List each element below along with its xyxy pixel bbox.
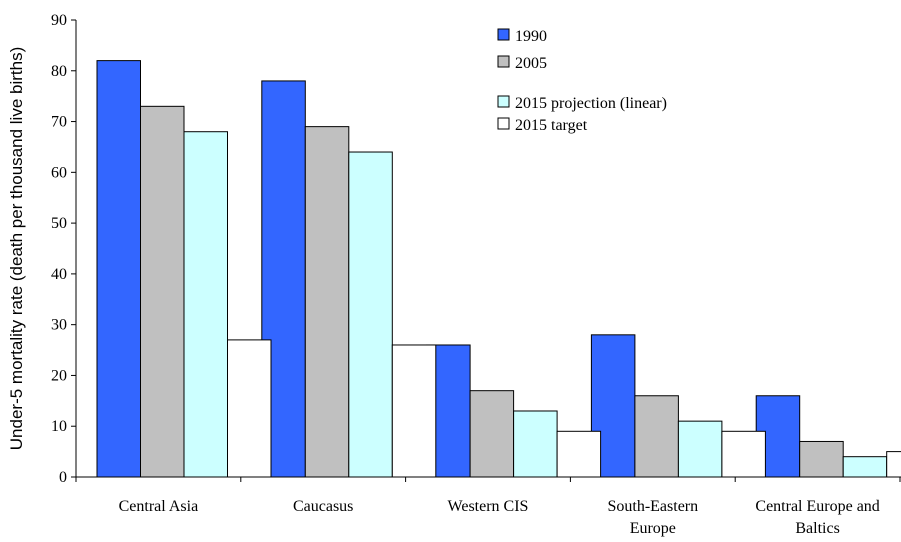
bars bbox=[96, 60, 901, 478]
y-axis-title: Under-5 mortality rate (death per thousa… bbox=[7, 47, 26, 450]
legend-swatch bbox=[497, 55, 510, 68]
bar-2015-target bbox=[227, 339, 272, 478]
y-tick-label: 70 bbox=[51, 114, 67, 131]
y-axis: 0 10 20 30 40 50 60 70 80 90 bbox=[51, 12, 77, 486]
y-tick-label: 30 bbox=[51, 317, 67, 334]
y-tick-label: 40 bbox=[51, 266, 67, 283]
legend: 1990 2005 2015 projection (linear) 2015 tar… bbox=[497, 28, 667, 134]
bar-2005 bbox=[469, 390, 515, 478]
x-axis: Central Asia Caucasus Western CIS South-Eas… bbox=[75, 476, 901, 537]
bar-2015-projection-linear- bbox=[677, 420, 723, 478]
category-label: Baltics bbox=[795, 520, 839, 537]
y-tick-label: 10 bbox=[51, 418, 67, 435]
bar-2005 bbox=[799, 440, 844, 478]
legend-label: 2005 bbox=[515, 55, 547, 72]
bar-2005 bbox=[634, 395, 679, 478]
legend-label: 1990 bbox=[515, 28, 547, 45]
bar-2015-projection-linear- bbox=[348, 151, 393, 478]
bar-2005 bbox=[304, 126, 350, 478]
bar-2015-target bbox=[556, 430, 602, 478]
legend-swatch bbox=[497, 117, 510, 130]
category-label: Western CIS bbox=[448, 498, 529, 515]
legend-swatch bbox=[497, 95, 510, 108]
y-tick-label: 50 bbox=[51, 215, 67, 232]
bar-2015-target bbox=[886, 451, 901, 478]
y-tick-label: 90 bbox=[51, 12, 67, 29]
legend-label: 2015 target bbox=[515, 117, 588, 134]
bar-2015-projection-linear- bbox=[513, 410, 558, 478]
bar-2005 bbox=[140, 105, 185, 478]
bar-1990 bbox=[96, 60, 141, 478]
bar-2015-target bbox=[391, 344, 437, 478]
legend-label: 2015 projection (linear) bbox=[515, 95, 667, 112]
y-tick-label: 20 bbox=[51, 367, 67, 384]
y-tick-label: 80 bbox=[51, 63, 67, 80]
bar-2015-target bbox=[721, 430, 766, 478]
category-label: Europe bbox=[630, 520, 676, 537]
category-label: Caucasus bbox=[293, 498, 353, 515]
bar-2015-projection-linear- bbox=[842, 456, 888, 478]
bar-2015-projection-linear- bbox=[183, 131, 228, 478]
legend-swatch bbox=[497, 28, 510, 41]
category-label: South-Eastern bbox=[607, 498, 698, 515]
category-label: Central Europe and bbox=[755, 498, 879, 515]
y-tick-label: 0 bbox=[59, 469, 67, 486]
y-tick-label: 60 bbox=[51, 164, 67, 181]
category-label: Central Asia bbox=[119, 498, 199, 515]
